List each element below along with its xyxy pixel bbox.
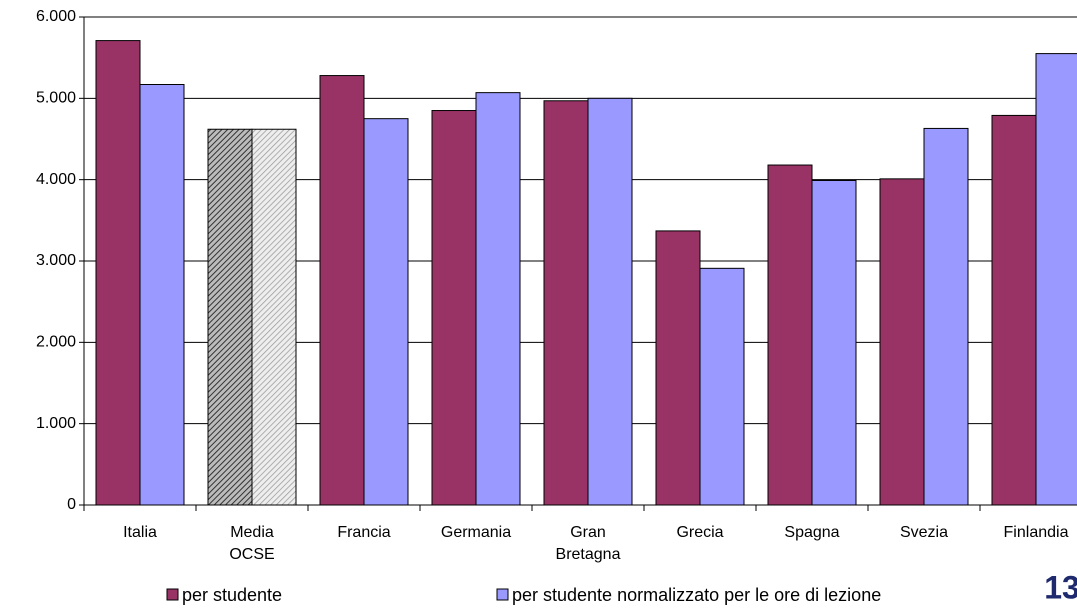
y-tick-label: 0 [67,496,76,513]
bar [207,128,253,506]
bar [1035,53,1077,506]
page-number: 13 [1044,569,1077,605]
x-tick-label-line: OCSE [229,546,274,563]
bar [655,230,701,506]
legend-swatch [496,588,509,601]
x-tick-label: Francia [337,524,390,541]
y-tick-label: 1.000 [36,415,76,432]
legend-label: per studente [182,585,282,605]
x-tick-label: Svezia [900,524,948,541]
bar [991,114,1037,506]
bar [431,110,477,506]
x-tick-label: Italia [123,524,157,541]
x-tick-label-line: Gran [570,524,606,541]
bar [475,92,521,506]
bar [95,40,141,506]
bar [811,179,857,506]
x-tick-label: Finlandia [1004,524,1069,541]
y-tick-label: 2.000 [36,334,76,351]
x-tick-label-line: Bretagna [556,546,621,563]
x-tick-label: Germania [441,524,511,541]
bar [699,267,745,506]
bar [767,164,813,506]
y-tick-label: 3.000 [36,252,76,269]
bar [319,75,365,506]
x-tick-label: Media OCSE [229,524,274,563]
bar [363,118,409,506]
y-tick-label: 6.000 [36,8,76,25]
bar [251,128,297,506]
legend-label: per studente normalizzato per le ore di … [512,585,881,605]
y-tick-label: 4.000 [36,171,76,188]
bar [879,178,925,506]
bar [543,100,589,506]
x-tick-label: Grecia [676,524,723,541]
legend-swatch [166,588,179,601]
bar [139,84,185,506]
bar [587,97,633,506]
y-tick-label: 5.000 [36,90,76,107]
x-tick-label-line: Media [230,524,274,541]
x-tick-label: Gran Bretagna [556,524,621,563]
bar [923,127,969,506]
x-tick-label: Spagna [784,524,839,541]
